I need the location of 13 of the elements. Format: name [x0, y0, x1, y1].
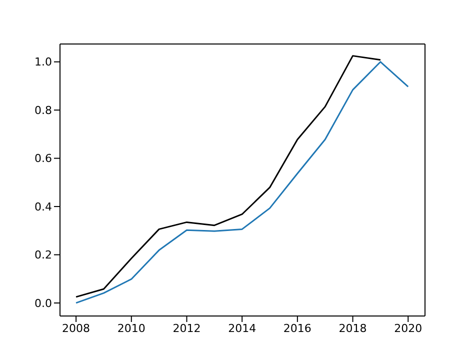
- y-tick-label: 1.0: [34, 56, 52, 69]
- x-tick-label: 2014: [228, 322, 256, 335]
- y-tick-label: 0.2: [34, 248, 52, 262]
- x-tick-label: 2010: [117, 322, 146, 335]
- y-tick-label: 0.0: [34, 296, 52, 310]
- x-tick-label: 2018: [338, 322, 367, 335]
- x-tick-label: 2016: [283, 322, 312, 335]
- y-tick-label: 0.6: [34, 152, 52, 166]
- x-tick-label: 2020: [394, 322, 422, 335]
- y-tick-label: 0.4: [34, 200, 52, 214]
- x-tick-label: 2012: [172, 322, 201, 335]
- x-tick-label: 2008: [62, 322, 90, 335]
- y-tick-label: 0.8: [34, 104, 52, 117]
